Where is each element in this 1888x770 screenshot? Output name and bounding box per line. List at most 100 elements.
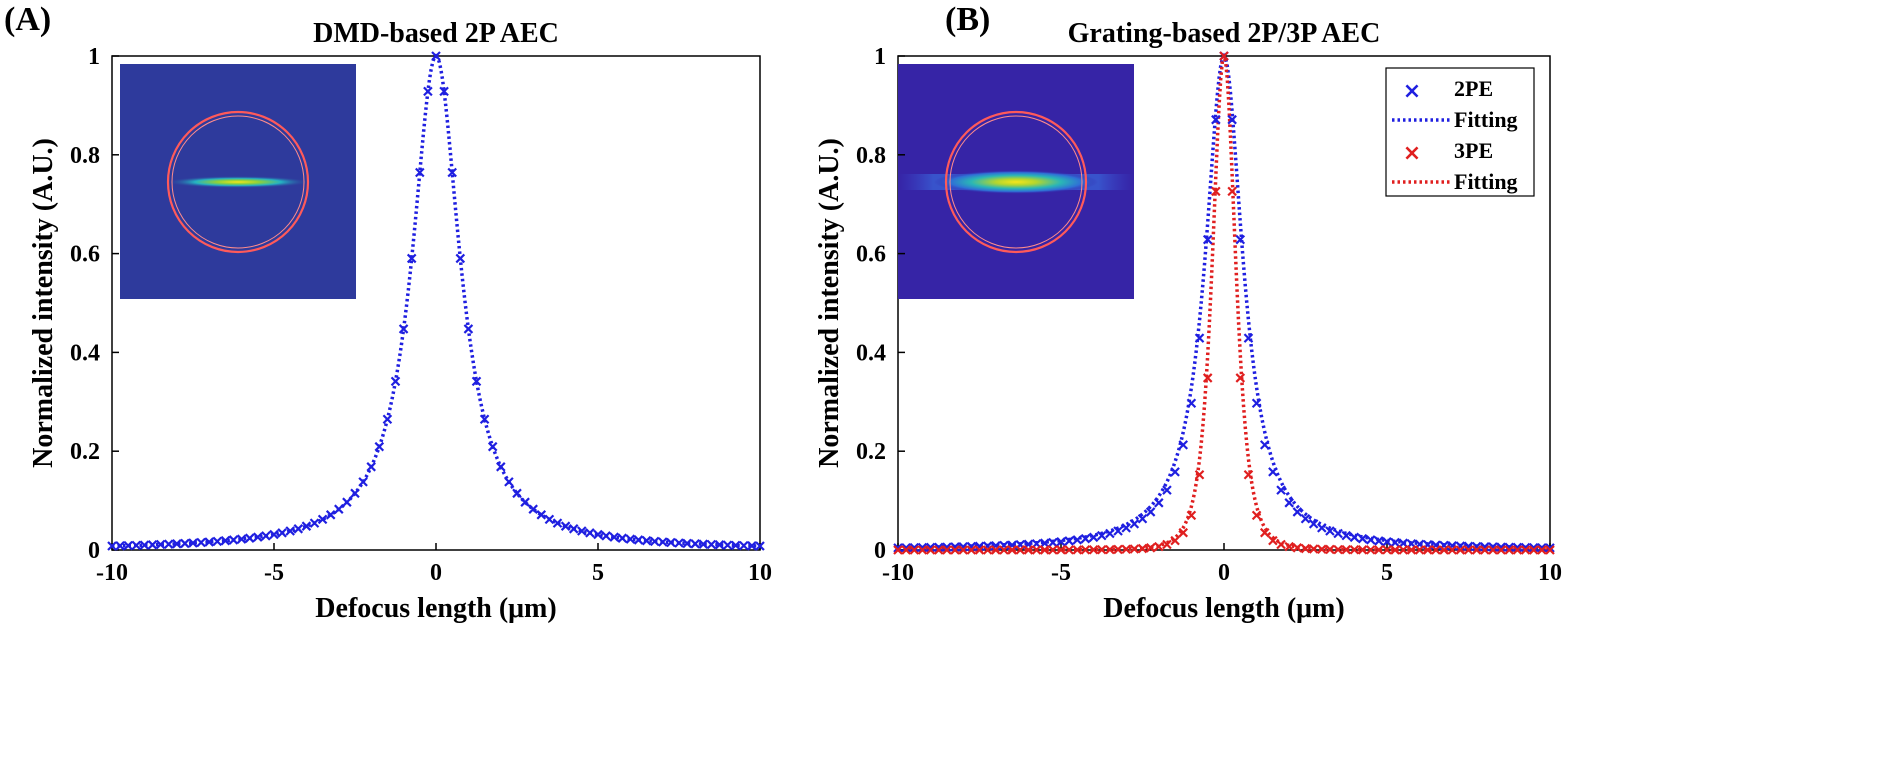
data-point — [1121, 523, 1131, 533]
chart-b-xlabel: Defocus length (μm) — [1103, 593, 1344, 624]
data-point — [682, 538, 692, 549]
data-point — [933, 545, 944, 555]
data-point — [204, 537, 214, 547]
x-tick-label: 0 — [430, 560, 442, 586]
chart-b-series — [893, 49, 1555, 555]
data-point — [1259, 440, 1270, 450]
data-point — [155, 539, 166, 550]
data-point — [893, 545, 903, 555]
data-point — [115, 541, 125, 551]
chart-b-ylabel: Normalized intensity (A.U.) — [814, 138, 845, 468]
data-point — [1202, 373, 1213, 383]
data-point — [722, 540, 733, 550]
data-point — [1349, 532, 1360, 543]
data-point — [1357, 533, 1368, 544]
data-point — [747, 541, 757, 551]
data-point — [244, 533, 255, 543]
data-point — [1512, 542, 1523, 553]
chart-b: Grating-based 2P/3P AEC -10 -5 0 5 10 0 0.2 0.4… — [814, 18, 1562, 624]
data-point — [1162, 485, 1172, 495]
data-point — [966, 545, 977, 555]
data-point — [755, 541, 765, 551]
data-point — [1390, 545, 1400, 555]
data-point — [228, 535, 239, 545]
data-point — [1471, 541, 1482, 552]
y-tick-label: 0.4 — [70, 340, 100, 366]
y-tick-label: 1 — [88, 44, 100, 70]
data-point — [139, 540, 150, 550]
data-point — [1129, 544, 1140, 554]
data-point — [1537, 543, 1547, 553]
data-point — [577, 526, 587, 536]
data-point — [617, 533, 628, 543]
data-point — [1202, 234, 1213, 245]
panel-a-label: (A) — [4, 1, 51, 38]
data-point — [496, 462, 506, 472]
data-point — [1496, 545, 1506, 555]
data-point — [901, 545, 911, 555]
data-point — [1137, 543, 1148, 554]
chart-a-inset-spot — [166, 176, 310, 188]
y-tick-label: 0.8 — [856, 143, 886, 169]
data-point — [1015, 545, 1026, 555]
data-point — [1121, 544, 1131, 555]
data-point — [585, 528, 595, 538]
data-point — [1039, 545, 1050, 555]
data-point — [1447, 545, 1457, 555]
data-point — [1088, 544, 1099, 555]
data-point — [1186, 398, 1197, 409]
data-point — [1154, 498, 1164, 508]
data-point — [1471, 545, 1482, 555]
data-point — [1178, 527, 1189, 538]
legend-marker-2pe: × — [1403, 79, 1421, 104]
data-point — [950, 542, 960, 552]
data-point — [739, 540, 749, 551]
data-point — [439, 86, 449, 97]
data-point — [1056, 537, 1066, 547]
data-point — [1064, 536, 1074, 546]
data-point — [342, 497, 352, 507]
data-point — [463, 324, 474, 334]
data-point — [220, 535, 231, 546]
data-point — [1105, 528, 1115, 539]
data-point — [698, 539, 709, 549]
chart-a-axes: -10 -5 0 5 10 0 0.2 0.4 0.6 0.8 1 — [70, 44, 772, 586]
data-point — [601, 531, 611, 541]
data-point — [1317, 544, 1327, 555]
data-point — [1488, 545, 1498, 555]
data-point — [893, 543, 903, 553]
data-point — [1072, 545, 1083, 555]
data-point — [1398, 545, 1409, 555]
y-tick-label: 0.2 — [70, 439, 100, 465]
chart-a-inset-image — [120, 64, 356, 299]
y-tick-label: 1 — [874, 44, 886, 70]
data-point — [1390, 537, 1400, 548]
data-point — [633, 535, 644, 545]
data-point — [1211, 114, 1221, 125]
legend-label-2pe: 2PE — [1454, 76, 1493, 101]
data-point — [1211, 186, 1221, 197]
data-point — [1056, 545, 1066, 555]
data-point — [1072, 535, 1083, 545]
data-point — [1357, 545, 1368, 555]
data-point — [382, 414, 393, 425]
data-point — [471, 376, 482, 387]
data-point — [390, 376, 401, 387]
data-point — [172, 539, 182, 549]
data-point — [147, 540, 158, 550]
data-point — [1488, 542, 1498, 552]
data-point — [455, 253, 466, 264]
chart-b-title: Grating-based 2P/3P AEC — [1068, 18, 1381, 49]
data-point — [1219, 51, 1229, 61]
data-point — [1243, 333, 1254, 343]
data-point — [974, 545, 985, 555]
x-tick-label: 10 — [1538, 560, 1562, 586]
data-point — [487, 441, 498, 452]
data-point — [1414, 545, 1425, 555]
data-point — [334, 504, 344, 514]
data-point — [1194, 469, 1205, 480]
data-point — [163, 539, 174, 549]
data-point — [1284, 541, 1294, 552]
data-point — [1308, 519, 1319, 529]
